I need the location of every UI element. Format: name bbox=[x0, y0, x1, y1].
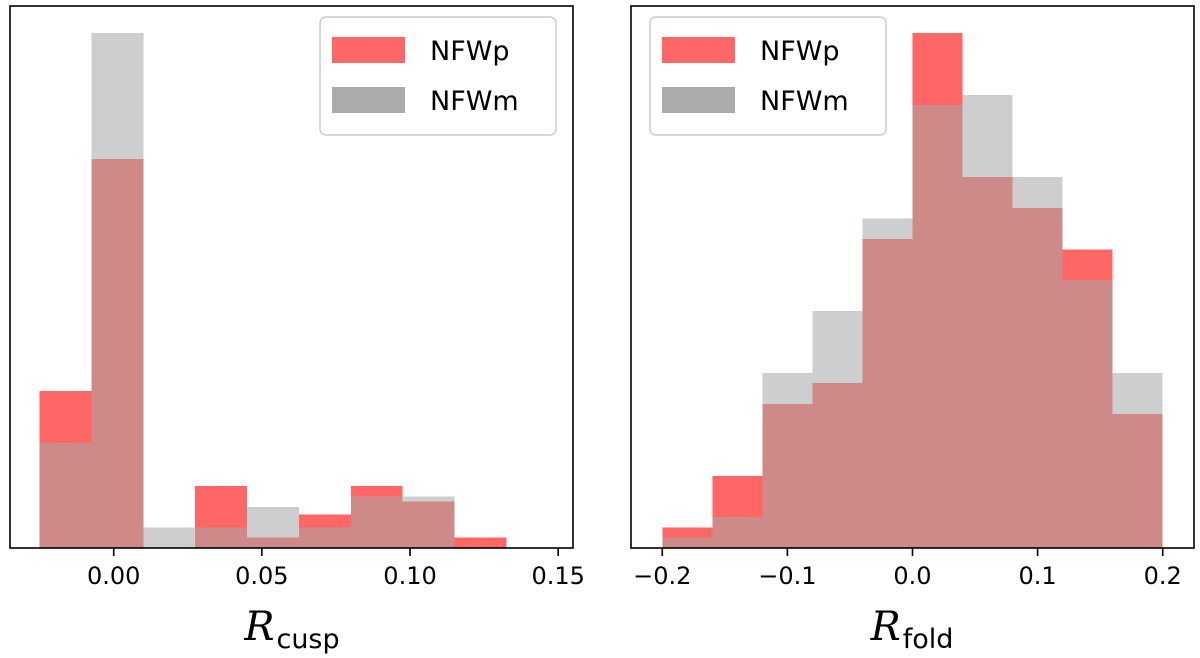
bar-nfwm-0 bbox=[662, 537, 713, 548]
bar-nfwm-5 bbox=[912, 105, 963, 548]
x-axis-label: Rcusp bbox=[243, 604, 339, 655]
bar-nfwm-7 bbox=[1012, 177, 1063, 548]
bar-nfwm-9 bbox=[1112, 372, 1163, 548]
legend: NFWp NFWm bbox=[649, 16, 887, 136]
plot-frame bbox=[9, 5, 574, 549]
bar-nfwm-6 bbox=[962, 94, 1013, 549]
legend-label-nfwp: NFWp bbox=[430, 36, 510, 67]
x-tick-label: 0.0 bbox=[893, 562, 931, 590]
panel-right-rfold: −0.2 −0.1 0.0 0.1 0.2 Rfold NFWp NFWm bbox=[630, 5, 1195, 655]
bar-nfwp-8 bbox=[454, 537, 507, 548]
bar-nfwm-3 bbox=[195, 527, 248, 548]
bar-nfwm-1 bbox=[91, 33, 144, 548]
bar-nfwm-6 bbox=[350, 496, 403, 548]
bar-nfwm-0 bbox=[39, 442, 92, 548]
legend-swatch-nfwp bbox=[662, 37, 735, 63]
legend-swatch-nfwm bbox=[332, 87, 405, 113]
bar-nfwm-4 bbox=[862, 218, 913, 548]
legend-swatch-nfwp bbox=[332, 37, 405, 63]
x-axis-label: Rfold bbox=[870, 604, 954, 655]
legend-box bbox=[649, 16, 887, 136]
x-tick-label: 0.1 bbox=[1019, 562, 1057, 590]
bar-nfwm-4 bbox=[247, 506, 299, 548]
legend-label-nfwm: NFWm bbox=[760, 86, 849, 117]
x-tick-label: 0.15 bbox=[531, 562, 584, 590]
x-tick-label: 0.2 bbox=[1144, 562, 1182, 590]
x-tick-label: 0.10 bbox=[383, 562, 436, 590]
x-tick-label: −0.2 bbox=[633, 562, 691, 590]
x-tick-label: 0.00 bbox=[87, 562, 140, 590]
legend-swatch-nfwm bbox=[662, 87, 735, 113]
x-tick-label: 0.05 bbox=[235, 562, 288, 590]
legend-label-nfwp: NFWp bbox=[760, 36, 840, 67]
legend-box bbox=[319, 16, 557, 136]
legend: NFWp NFWm bbox=[319, 16, 557, 136]
bar-nfwm-5 bbox=[298, 527, 351, 548]
bar-nfwm-2 bbox=[762, 372, 813, 548]
bar-nfwm-1 bbox=[712, 517, 763, 548]
bar-nfwm-3 bbox=[812, 311, 863, 548]
bar-nfwm-8 bbox=[1062, 280, 1113, 548]
bar-nfwm-2 bbox=[143, 527, 196, 548]
legend-label-nfwm: NFWm bbox=[430, 86, 519, 117]
bar-nfwm-7 bbox=[402, 496, 455, 548]
x-tick-label: −0.1 bbox=[758, 562, 816, 590]
panel-left-rcusp: 0.00 0.05 0.10 0.15 Rcusp NFWp NFWm bbox=[9, 5, 585, 655]
